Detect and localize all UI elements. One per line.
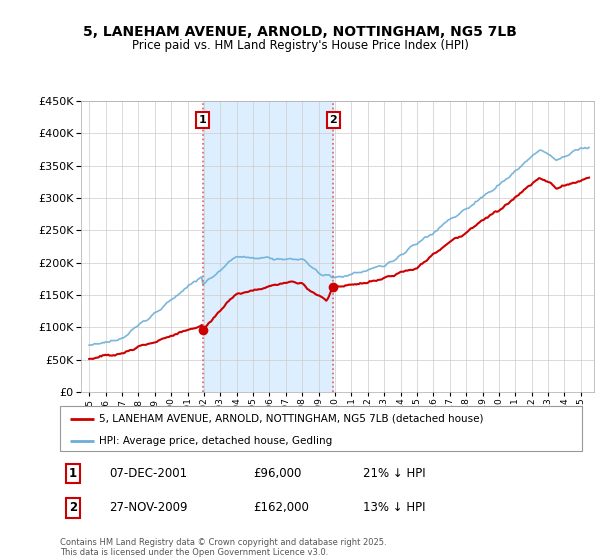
Text: 13% ↓ HPI: 13% ↓ HPI <box>363 501 425 514</box>
Text: 5, LANEHAM AVENUE, ARNOLD, NOTTINGHAM, NG5 7LB: 5, LANEHAM AVENUE, ARNOLD, NOTTINGHAM, N… <box>83 25 517 39</box>
Text: £162,000: £162,000 <box>253 501 309 514</box>
Text: 07-DEC-2001: 07-DEC-2001 <box>110 467 188 480</box>
Text: £96,000: £96,000 <box>253 467 302 480</box>
Text: 5, LANEHAM AVENUE, ARNOLD, NOTTINGHAM, NG5 7LB (detached house): 5, LANEHAM AVENUE, ARNOLD, NOTTINGHAM, N… <box>99 413 484 423</box>
Text: Contains HM Land Registry data © Crown copyright and database right 2025.
This d: Contains HM Land Registry data © Crown c… <box>60 538 386 557</box>
Bar <box>203 101 334 392</box>
Text: 27-NOV-2009: 27-NOV-2009 <box>110 501 188 514</box>
Text: 1: 1 <box>69 467 77 480</box>
Text: 2: 2 <box>329 115 337 125</box>
Text: Price paid vs. HM Land Registry's House Price Index (HPI): Price paid vs. HM Land Registry's House … <box>131 39 469 52</box>
Text: 1: 1 <box>199 115 206 125</box>
Text: 21% ↓ HPI: 21% ↓ HPI <box>363 467 425 480</box>
FancyBboxPatch shape <box>60 406 582 451</box>
Text: HPI: Average price, detached house, Gedling: HPI: Average price, detached house, Gedl… <box>99 436 332 446</box>
Text: 2: 2 <box>69 501 77 514</box>
